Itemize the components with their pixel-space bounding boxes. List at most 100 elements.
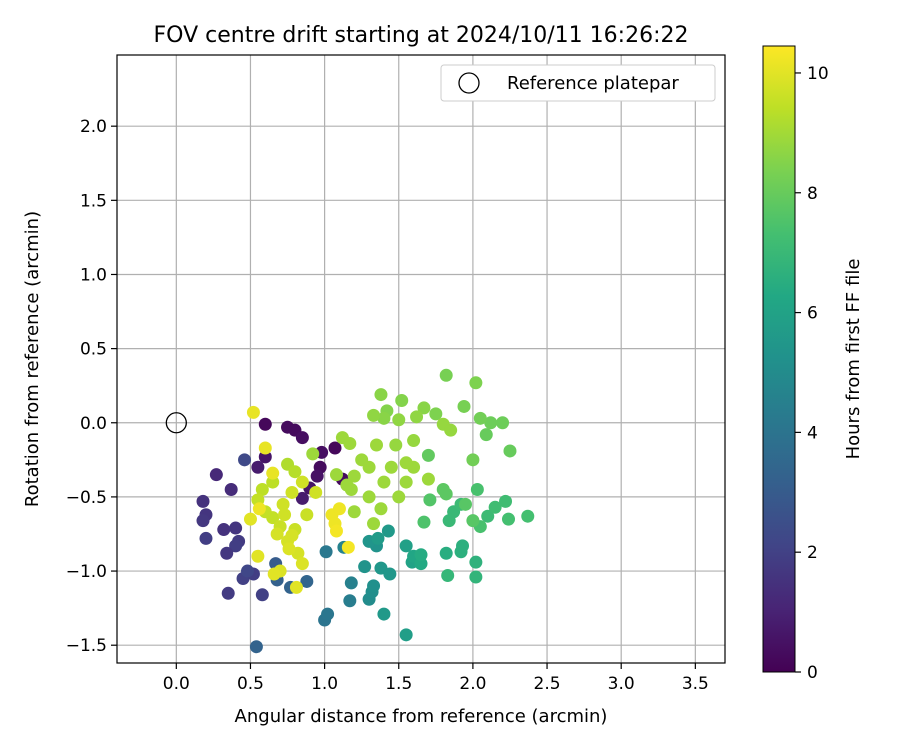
x-tick-label: 0.0 — [163, 674, 190, 694]
scatter-point — [321, 607, 335, 621]
colorbar-ticks: 0 2 4 6 8 10 — [795, 64, 829, 683]
scatter-point — [399, 475, 413, 489]
scatter-point — [384, 460, 398, 474]
grid-lines — [117, 55, 725, 663]
colorbar-tick-label: 8 — [807, 184, 818, 204]
scatter-point — [381, 524, 395, 538]
scatter-point — [414, 557, 428, 571]
scatter-point — [417, 401, 431, 415]
scatter-point — [258, 417, 272, 431]
scatter-point — [249, 640, 263, 654]
scatter-point — [300, 574, 314, 588]
y-tick-label: −1.5 — [66, 636, 107, 656]
scatter-point — [377, 475, 391, 489]
scatter-point — [295, 431, 309, 445]
colorbar-label: Hours from first FF file — [843, 259, 864, 460]
scatter-point — [258, 441, 272, 455]
scatter-point — [255, 588, 269, 602]
colorbar-tick-label: 0 — [807, 663, 818, 683]
scatter-point — [367, 408, 381, 422]
scatter-point — [278, 508, 292, 522]
scatter-point — [243, 512, 257, 526]
scatter-point — [371, 531, 385, 545]
scatter-point — [383, 567, 397, 581]
x-tick-label: 1.0 — [311, 674, 338, 694]
scatter-point — [362, 490, 376, 504]
y-tick-label: 2.0 — [80, 117, 107, 137]
scatter-point — [196, 514, 210, 528]
scatter-point — [439, 368, 453, 382]
scatter-point — [469, 376, 483, 390]
colorbar: 0 2 4 6 8 10 Hours from first FF file — [762, 45, 864, 683]
scatter-point — [439, 546, 453, 560]
x-tick-label: 2.0 — [459, 674, 486, 694]
scatter-point — [466, 453, 480, 467]
x-tick-label: 3.0 — [608, 674, 635, 694]
scatter-point — [521, 509, 535, 523]
colorbar-tick-label: 4 — [807, 423, 818, 443]
scatter-point — [344, 482, 358, 496]
scatter-point — [358, 560, 372, 574]
scatter-point — [367, 517, 381, 531]
scatter-point — [251, 460, 265, 474]
scatter-point — [238, 453, 252, 467]
scatter-point — [488, 500, 502, 514]
scatter-point — [410, 410, 424, 424]
scatter-point — [341, 540, 355, 554]
reference-platepar-marker — [165, 412, 187, 434]
legend-circle-icon — [458, 72, 480, 94]
chart-title: FOV centre drift starting at 2024/10/11 … — [154, 23, 689, 48]
scatter-point — [417, 515, 431, 529]
y-tick-label: −0.5 — [66, 488, 107, 508]
scatter-point — [484, 416, 498, 430]
legend-box — [440, 64, 716, 102]
scatter-point — [469, 570, 483, 584]
scatter-point — [399, 628, 413, 642]
scatter-point — [332, 502, 346, 516]
scatter-point — [199, 531, 213, 545]
scatter-point — [344, 576, 358, 590]
x-tick-label: 0.5 — [237, 674, 264, 694]
scatter-point — [240, 564, 254, 578]
scatter-point — [421, 448, 435, 462]
scatter-point — [501, 512, 515, 526]
scatter-point — [252, 502, 266, 516]
scatter-point — [374, 502, 388, 516]
scatter-point — [377, 607, 391, 621]
scatter-point — [209, 468, 223, 482]
scatter-point — [414, 548, 428, 562]
colorbar-gradient — [762, 45, 796, 673]
scatter-point — [355, 453, 369, 467]
scatter-point — [217, 523, 231, 537]
scatter-point — [499, 494, 513, 508]
y-tick-label: 1.5 — [80, 191, 107, 211]
scatter-point — [496, 416, 510, 430]
x-tick-label: 2.5 — [534, 674, 561, 694]
scatter-point — [266, 511, 280, 525]
y-axis-label: Rotation from reference (arcmin) — [22, 211, 43, 507]
legend-label: Reference platepar — [507, 73, 679, 94]
scatter-point — [288, 465, 302, 479]
scatter-point — [224, 482, 238, 496]
scatter-point — [469, 555, 483, 569]
scatter-point — [343, 437, 357, 451]
scatter-point — [251, 549, 265, 563]
scatter-point — [429, 407, 443, 421]
scatter-point — [270, 527, 284, 541]
scatter-point — [374, 388, 388, 402]
scatter-point — [329, 524, 343, 538]
y-axis-ticks: −1.5 −1.0 −0.5 0.0 0.5 1.0 1.5 2.0 — [66, 117, 117, 656]
scatter-point — [503, 444, 517, 458]
scatter-point — [266, 475, 280, 489]
scatter-point — [300, 508, 314, 522]
x-axis-label: Angular distance from reference (arcmin) — [235, 706, 608, 727]
scatter-point — [289, 580, 303, 594]
scatter-point — [458, 497, 472, 511]
y-tick-label: −1.0 — [66, 562, 107, 582]
scatter-point — [392, 413, 406, 427]
scatter-point — [399, 456, 413, 470]
scatter-point — [220, 546, 234, 560]
scatter-point — [457, 399, 471, 413]
scatter-point — [442, 514, 456, 528]
